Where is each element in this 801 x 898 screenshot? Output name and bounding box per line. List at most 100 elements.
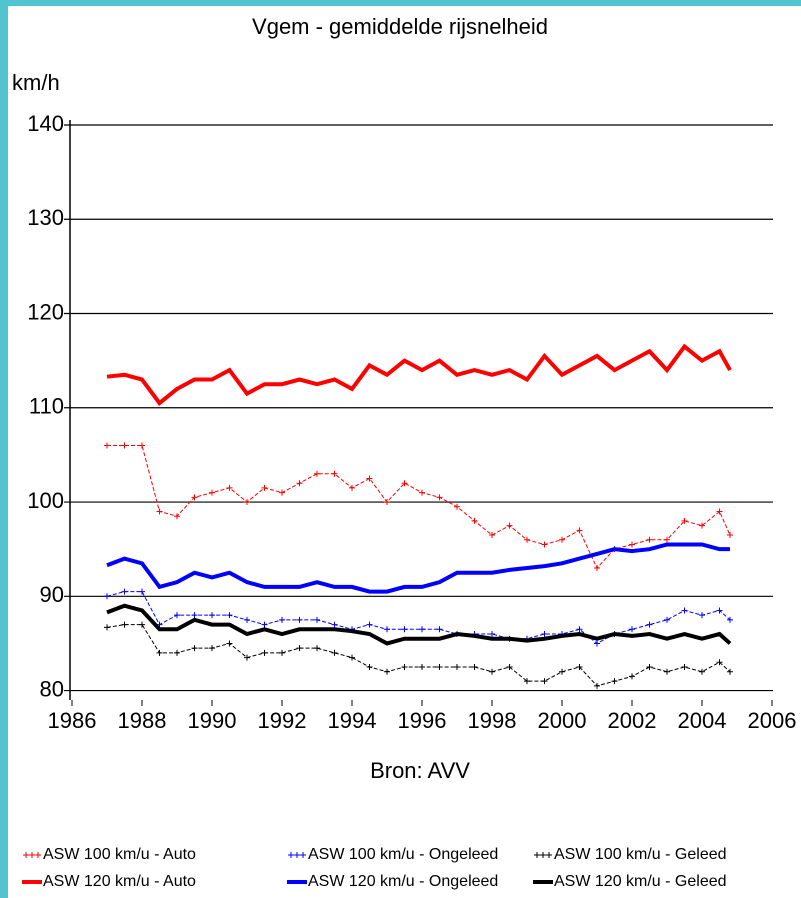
point-marker: [384, 626, 390, 633]
point-marker: [209, 645, 215, 652]
point-marker: [331, 621, 338, 628]
point-marker: [384, 499, 390, 506]
x-tick-label: 1994: [328, 708, 377, 733]
panel: [8, 6, 801, 898]
point-marker: [314, 645, 320, 652]
point-marker: [401, 480, 408, 487]
point-marker: [279, 649, 285, 656]
legend-swatch: [534, 852, 552, 858]
point-marker: [104, 442, 110, 449]
point-marker: [681, 607, 688, 614]
point-marker: [664, 668, 670, 675]
point-marker: [279, 616, 285, 623]
point-marker: [594, 640, 600, 647]
point-marker: [174, 612, 180, 619]
point-marker: [296, 480, 303, 487]
point-marker: [296, 645, 303, 652]
point-marker: [541, 541, 548, 548]
point-marker: [384, 668, 390, 675]
point-marker: [524, 536, 530, 543]
x-tick-label: 2006: [748, 708, 797, 733]
point-marker: [664, 616, 670, 623]
point-marker: [366, 664, 373, 671]
point-marker: [489, 631, 495, 638]
point-marker: [681, 517, 688, 524]
point-marker: [244, 654, 250, 661]
point-marker: [209, 612, 215, 619]
point-marker: [629, 673, 635, 680]
point-marker: [261, 649, 268, 656]
point-marker: [261, 621, 268, 628]
y-tick-label: 110: [29, 394, 64, 419]
point-marker: [139, 621, 145, 628]
point-marker: [314, 470, 320, 477]
x-tick-label: 1996: [398, 708, 447, 733]
point-marker: [139, 588, 145, 595]
point-marker: [121, 442, 128, 449]
point-marker: [471, 517, 478, 524]
source: Bron: AVV: [370, 758, 470, 783]
chart-title: Vgem - gemiddelde rijsnelheid: [252, 14, 548, 39]
point-marker: [716, 508, 723, 515]
legend-label: ASW 100 km/u - Auto: [43, 846, 196, 863]
point-marker: [576, 527, 583, 534]
point-marker: [727, 616, 733, 623]
point-marker: [139, 442, 145, 449]
x-tick-label: 1988: [118, 708, 167, 733]
point-marker: [436, 494, 443, 501]
legend-label: ASW 100 km/u - Ongeleed: [308, 846, 498, 863]
point-marker: [576, 626, 583, 633]
point-marker: [436, 626, 443, 633]
point-marker: [716, 607, 723, 614]
point-marker: [191, 645, 198, 652]
point-marker: [174, 649, 180, 656]
point-marker: [727, 532, 733, 539]
point-marker: [681, 664, 688, 671]
legend-label: ASW 120 km/u - Ongeleed: [308, 873, 498, 890]
point-marker: [594, 565, 600, 572]
point-marker: [419, 626, 425, 633]
series-line: [106, 603, 732, 646]
x-tick-label: 1992: [258, 708, 307, 733]
point-marker: [489, 532, 495, 539]
legend-swatch: [23, 852, 41, 858]
point-marker: [244, 499, 250, 506]
point-marker: [559, 536, 565, 543]
y-tick-label: 100: [27, 488, 64, 513]
point-marker: [699, 668, 705, 675]
point-marker: [244, 616, 250, 623]
point-marker: [454, 664, 460, 671]
x-tick-label: 1990: [188, 708, 237, 733]
point-marker: [716, 659, 723, 666]
point-marker: [121, 621, 128, 628]
point-marker: [541, 678, 548, 685]
y-tick-label: 90: [40, 582, 64, 607]
point-marker: [454, 503, 460, 510]
point-marker: [524, 678, 530, 685]
point-marker: [629, 541, 635, 548]
point-marker: [226, 484, 233, 491]
x-tick-label: 1998: [468, 708, 517, 733]
point-marker: [366, 621, 373, 628]
point-marker: [156, 649, 163, 656]
point-marker: [419, 489, 425, 496]
x-tick-label: 1986: [48, 708, 97, 733]
point-marker: [401, 664, 408, 671]
point-marker: [646, 621, 653, 628]
point-marker: [209, 489, 215, 496]
point-marker: [296, 616, 303, 623]
point-marker: [489, 668, 495, 675]
y-tick-label: 130: [27, 205, 64, 230]
x-tick-label: 2004: [678, 708, 727, 733]
series-line: [106, 542, 730, 594]
y-axis-label: km/h: [12, 70, 60, 95]
point-marker: [419, 664, 425, 671]
point-marker: [104, 593, 110, 600]
point-marker: [191, 494, 198, 501]
point-marker: [261, 484, 268, 491]
point-marker: [611, 678, 618, 685]
point-marker: [174, 513, 180, 520]
point-marker: [331, 649, 338, 656]
y-tick-label: 120: [27, 299, 64, 324]
